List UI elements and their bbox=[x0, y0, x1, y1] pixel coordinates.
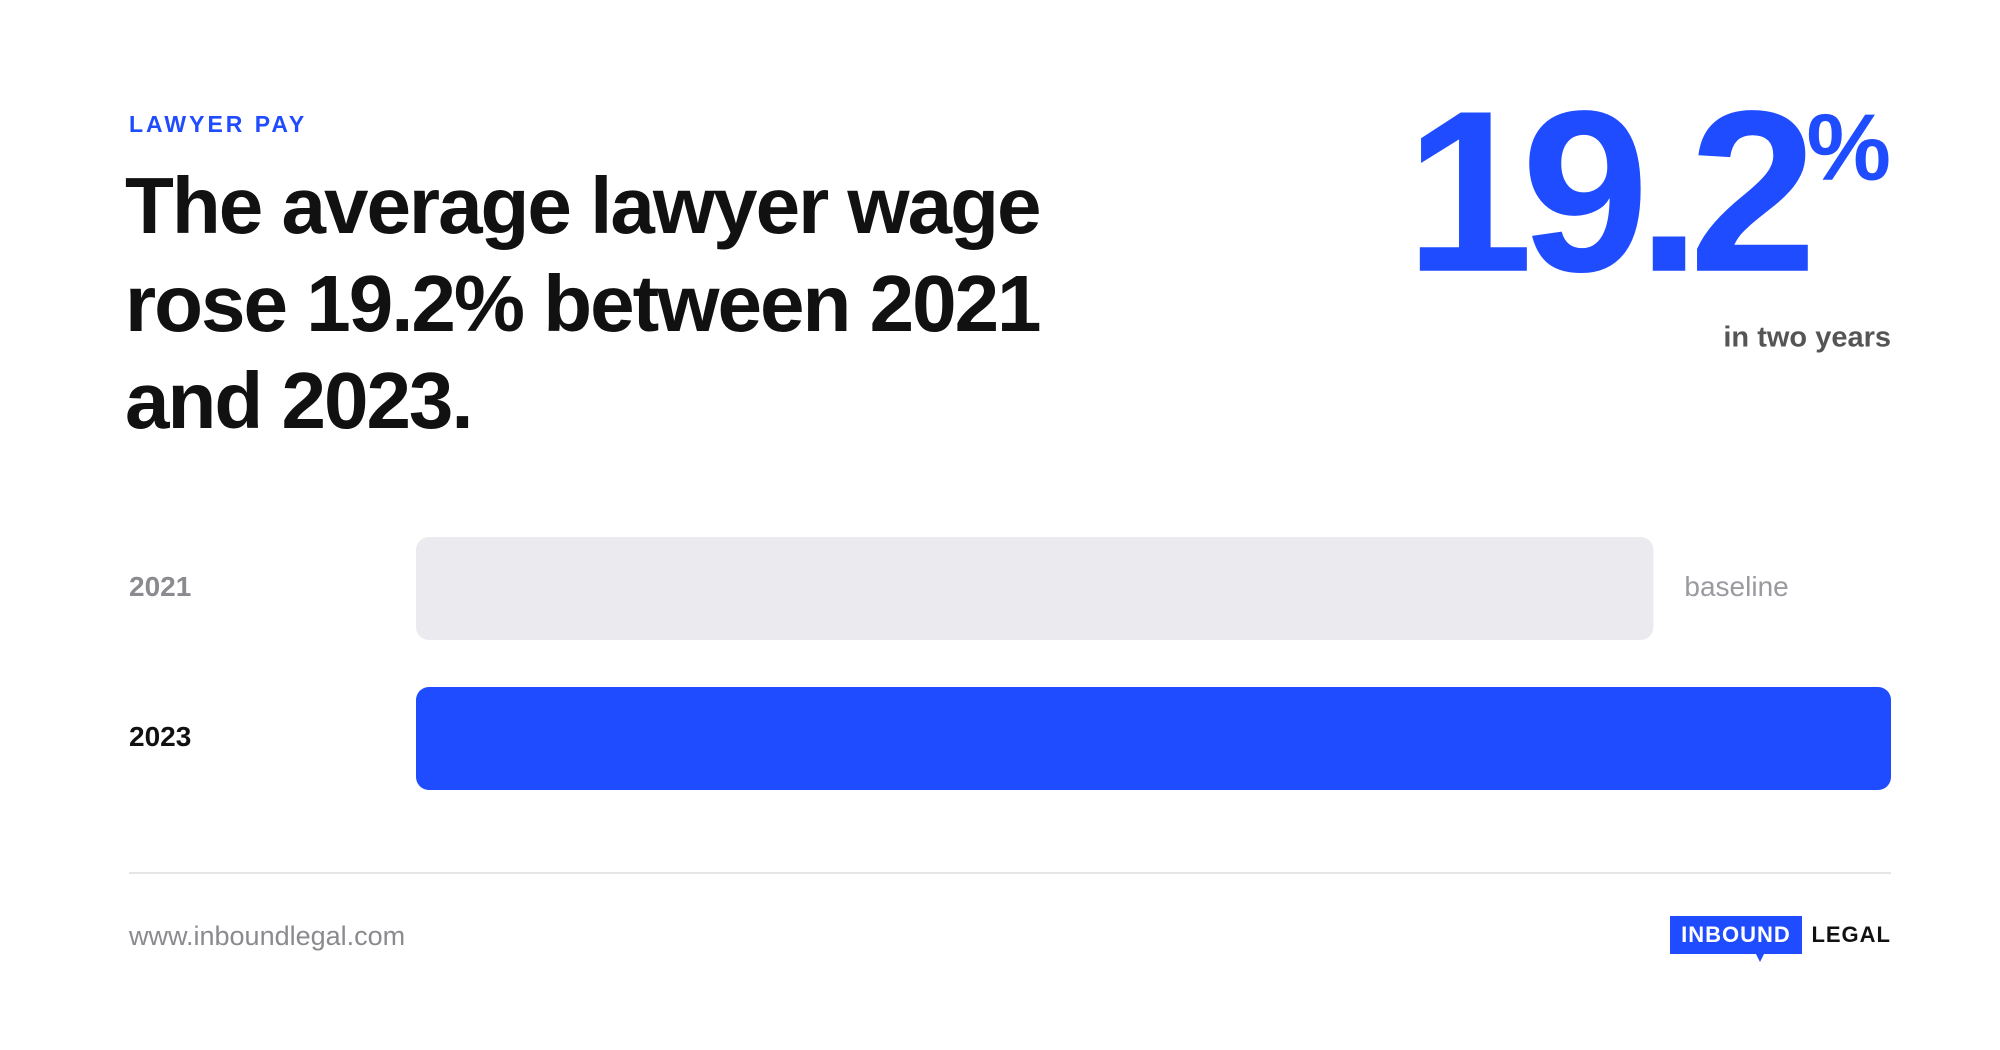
headline-line: rose 19.2% between 2021 bbox=[125, 259, 1040, 348]
bar bbox=[416, 537, 1654, 640]
logo-word: LEGAL bbox=[1811, 922, 1891, 947]
category-label: 2021 bbox=[129, 571, 191, 602]
highlight-unit: % bbox=[1807, 95, 1891, 201]
logo-tail bbox=[1756, 954, 1764, 962]
logo-box-text: INBOUND bbox=[1681, 922, 1791, 947]
footer-url: www.inboundlegal.com bbox=[128, 921, 405, 951]
bar bbox=[416, 687, 1891, 790]
headline: The average lawyer wage rose 19.2% betwe… bbox=[125, 161, 1042, 445]
highlight-caption: in two years bbox=[1723, 322, 1891, 354]
bar-annotation: baseline bbox=[1684, 571, 1788, 602]
headline-line: and 2023. bbox=[125, 356, 472, 445]
eyebrow: LAWYER PAY bbox=[129, 111, 307, 137]
logo-box bbox=[1670, 916, 1802, 954]
category-label: 2023 bbox=[129, 721, 191, 752]
headline-line: The average lawyer wage bbox=[125, 161, 1040, 250]
highlight-number: 19.2 bbox=[1405, 63, 1808, 320]
logo: INBOUND LEGAL bbox=[1670, 916, 1891, 962]
